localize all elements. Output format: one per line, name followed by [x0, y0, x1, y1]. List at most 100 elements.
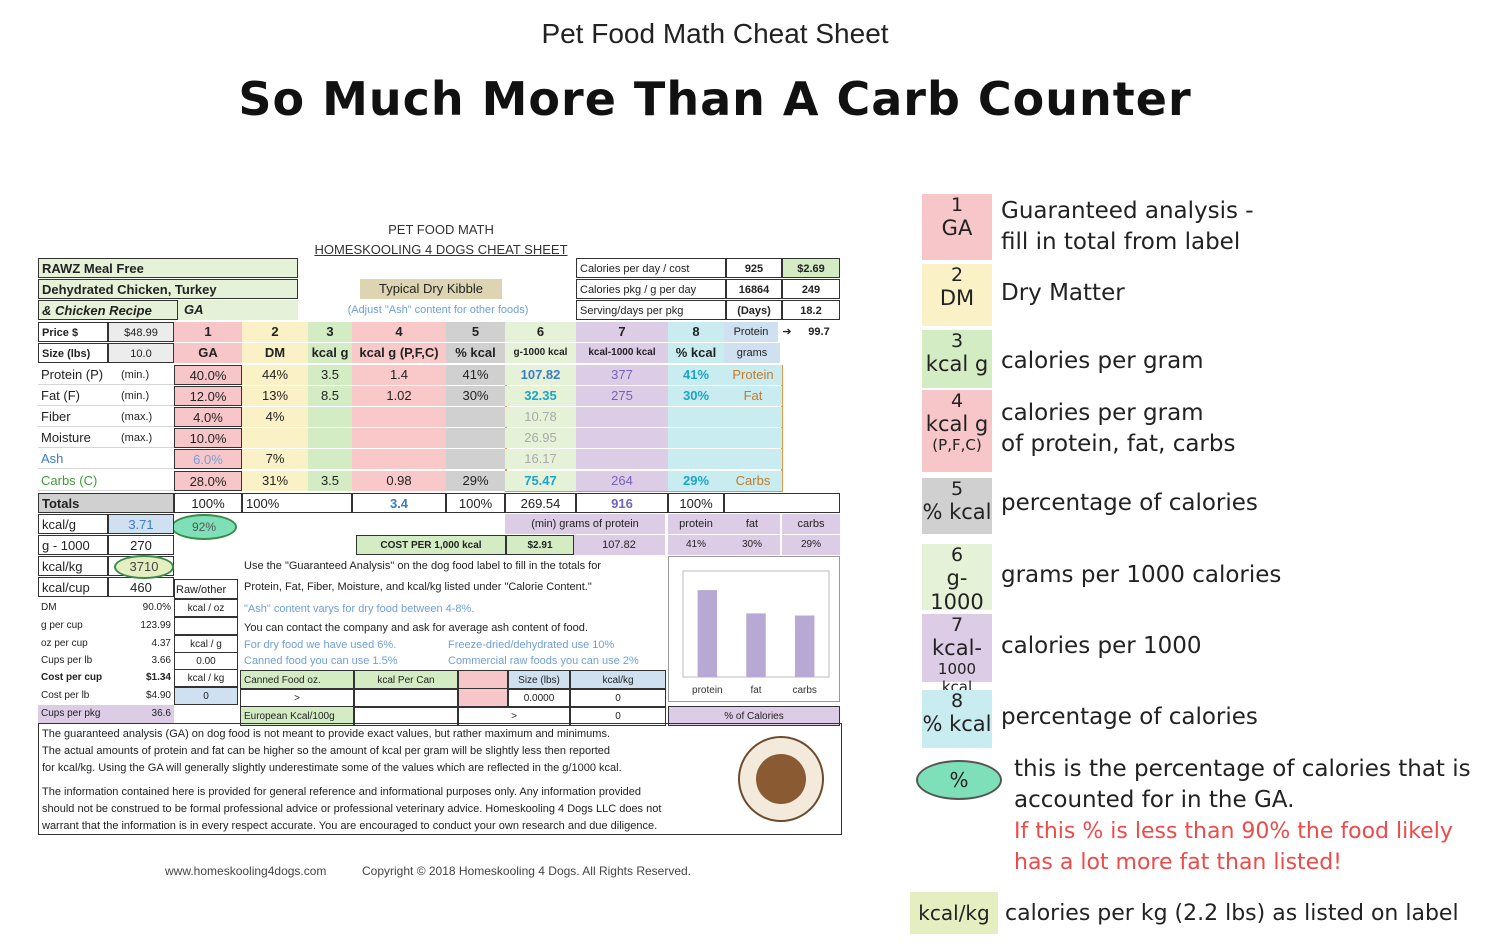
macro-name: Protein — [724, 365, 782, 385]
headline: So Much More Than A Carb Counter — [238, 72, 1192, 126]
stat-label: kcal/kg — [38, 556, 108, 576]
food-name-line-1: RAWZ Meal Free — [38, 258, 298, 278]
summary-value-1: 925 — [726, 258, 782, 278]
pct-kcal-value: 41% — [446, 365, 505, 385]
totals-k1000: 916 — [576, 493, 668, 513]
kcal-per-can-label: kcal Per Can — [354, 670, 458, 690]
stat-label: kcal/cup — [38, 577, 108, 597]
legend-label: GA — [941, 216, 973, 240]
summary-value-1: (Days) — [726, 300, 782, 320]
stat-value: 460 — [108, 577, 174, 597]
kcal-kg-label: kcal/kg — [570, 670, 666, 690]
totals-pct: 100% — [446, 493, 505, 513]
disclaimer-line: should not be construed to be formal pro… — [42, 803, 662, 815]
european-label: European Kcal/100g — [240, 706, 354, 726]
ga-value: 28.0% — [174, 471, 242, 491]
chart-tick-label: protein — [692, 685, 723, 696]
column-number: 2 — [242, 322, 308, 342]
dm-value — [242, 428, 308, 448]
food-name-line-2: Dehydrated Chicken, Turkey — [38, 279, 298, 299]
ga-value: 10.0% — [174, 428, 242, 448]
legend-oval-description: accounted for in the GA. — [1014, 787, 1295, 813]
pct-kcal-value — [446, 449, 505, 469]
legend-swatch-1: 1 GA — [922, 194, 992, 260]
row-qualifier: (max.) — [118, 407, 174, 427]
european-arrow: > — [458, 706, 570, 726]
min-grams-value: 107.82 — [573, 535, 665, 555]
kcal-g-value — [308, 407, 352, 427]
column-number: 3 — [308, 322, 352, 342]
g1000-value: 32.35 — [505, 386, 576, 406]
chart-tick-label: fat — [750, 685, 761, 696]
dm-list-label: Cost per lb — [41, 690, 90, 701]
dm-value: 31% — [242, 471, 308, 491]
pct8-value — [668, 428, 724, 448]
dm-value: 7% — [242, 449, 308, 469]
summary-value-2: $2.69 — [782, 258, 840, 278]
chart-tick-label: carbs — [792, 685, 816, 696]
kcal-g-value: 8.5 — [308, 386, 352, 406]
legend-kcal-kg-description: calories per kg (2.2 lbs) as listed on l… — [1005, 901, 1459, 926]
legend-description: Guaranteed analysis - — [1001, 198, 1254, 224]
row-qualifier: (min.) — [118, 365, 174, 385]
macro-name — [724, 428, 782, 448]
summary-value-2: 18.2 — [782, 300, 840, 320]
typical-dry-kibble: Typical Dry Kibble — [360, 279, 502, 299]
g1000-value: 26.95 — [505, 428, 576, 448]
dm-value: 44% — [242, 365, 308, 385]
g1000-value: 75.47 — [505, 471, 576, 491]
legend-label: % kcal — [922, 712, 992, 736]
column-number: 5 — [446, 322, 505, 342]
stat-label: g - 1000 — [38, 535, 108, 555]
column-label: kcal-1000 kcal — [576, 343, 668, 363]
dm-list-unit: 0.00 — [174, 652, 238, 670]
ga-value: 6.0% — [174, 449, 242, 469]
legend-kcal-kg: kcal/kg — [910, 892, 998, 934]
chart-bar-carbs — [794, 615, 815, 677]
legend-description: of protein, fat, carbs — [1001, 431, 1236, 457]
legend-swatch-8: 8% kcal — [922, 690, 992, 748]
k1000-value — [576, 407, 668, 427]
macro-name: Fat — [724, 386, 782, 406]
dm-list-value: 36.6 — [118, 705, 174, 723]
column-label: kcal g (P,F,C) — [352, 343, 446, 363]
dm-list-value: 123.99 — [140, 620, 171, 631]
ga-value: 4.0% — [174, 407, 242, 427]
legend-sublabel: (P,F,C) — [932, 436, 982, 454]
column-label: GA — [174, 343, 242, 363]
macro-name — [724, 449, 782, 469]
canned-food-label: Canned Food oz. — [240, 670, 354, 690]
kcal-pfc-value: 1.4 — [352, 365, 446, 385]
dm-list-unit: kcal / kg — [174, 669, 238, 687]
canned-input[interactable] — [354, 688, 458, 708]
disclaimer-line: warrant that the information is in every… — [42, 820, 658, 832]
kcal-pfc-value: 0.98 — [352, 471, 446, 491]
note-line: Freeze-dried/dehydrated use 10% — [448, 639, 615, 651]
legend-description: percentage of calories — [1001, 704, 1258, 730]
row-label: Fat (F) — [38, 386, 118, 406]
legend-number: 7 — [950, 614, 964, 636]
stat-value: 3.71 — [108, 514, 174, 534]
g1000-value: 107.82 — [505, 365, 576, 385]
column-label: g-1000 kcal — [505, 343, 576, 363]
kcal-pfc-value — [352, 407, 446, 427]
ga-tag: GA — [178, 300, 298, 320]
european-input[interactable] — [354, 706, 458, 726]
column-label: DM — [242, 343, 308, 363]
calorie-chart: protein fat carbs — [668, 556, 840, 702]
legend-number: 8 — [950, 690, 964, 712]
dm-list-value: 3.66 — [151, 655, 171, 666]
instructions-box: Use the "Guaranteed Analysis" on the dog… — [238, 556, 666, 684]
size-value: 10.0 — [108, 343, 174, 363]
canned-kcal-kg-value: 0 — [570, 688, 666, 708]
disclaimer-line: The guaranteed analysis (GA) on dog food… — [42, 728, 611, 740]
legend-description: Dry Matter — [1001, 280, 1125, 306]
sheet-subtitle: HOMESKOOLING 4 DOGS CHEAT SHEET — [314, 242, 568, 257]
raw-other-label: Raw/other — [174, 579, 238, 599]
pct-kcal-value — [446, 407, 505, 427]
totals-g1000: 269.54 — [505, 493, 576, 513]
chart-bar-protein — [697, 590, 718, 677]
kcal-g-value: 3.5 — [308, 365, 352, 385]
cost-per-1000-value: $2.91 — [506, 535, 574, 555]
